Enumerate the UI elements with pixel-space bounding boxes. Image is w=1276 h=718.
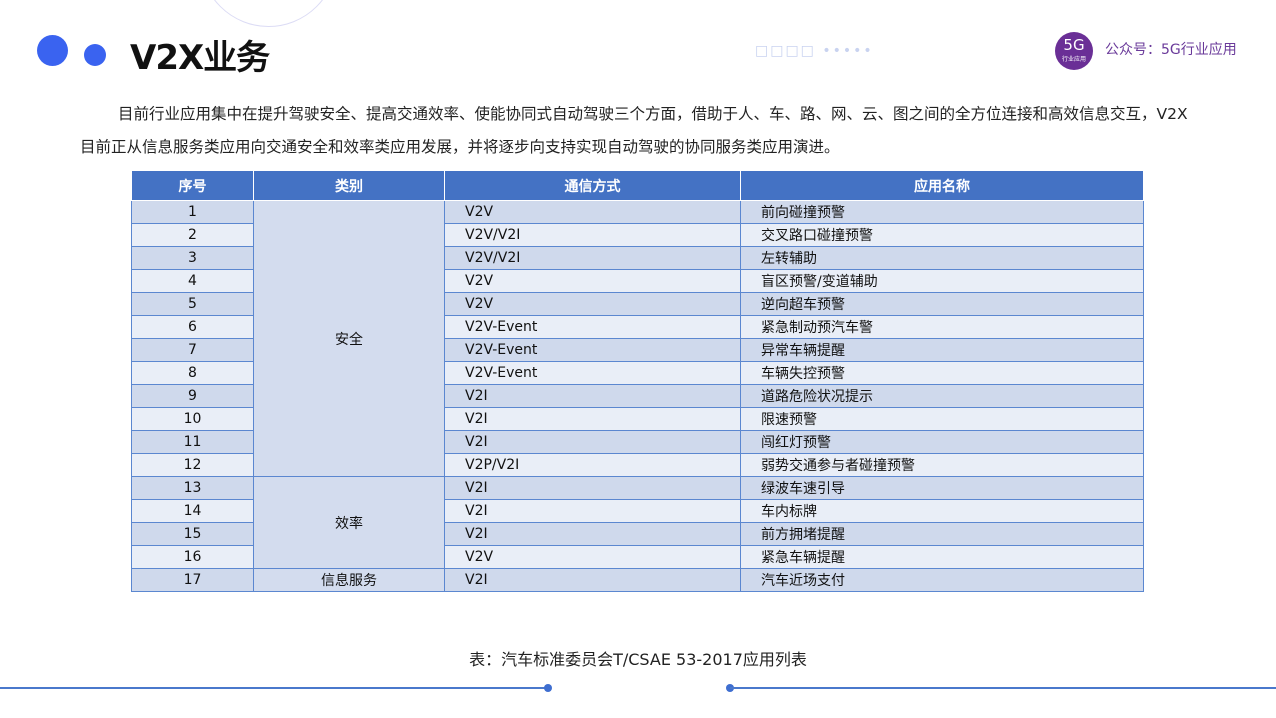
brand-logo: 5G 行业应用 [1055, 32, 1093, 70]
cell-comm: V2V/V2I [444, 246, 741, 270]
cell-no: 16 [131, 545, 254, 569]
cell-category: 信息服务 [253, 568, 445, 592]
footer-dot [544, 684, 552, 692]
table-row: 7 V2V-Event 异常车辆提醒 [131, 338, 1144, 362]
cell-no: 2 [131, 223, 254, 247]
table-row: 2 V2V/V2I 交叉路口碰撞预警 [131, 223, 1144, 247]
table-row: 1 安全 V2V 前向碰撞预警 [131, 200, 1144, 477]
cell-app: 左转辅助 [740, 246, 1144, 270]
cell-no: 14 [131, 499, 254, 523]
cell-comm: V2P/V2I [444, 453, 741, 477]
page-title: V2X业务 [130, 38, 270, 78]
cell-comm: V2V [444, 292, 741, 316]
header-category: 类别 [253, 170, 445, 201]
cell-no: 17 [131, 568, 254, 592]
cell-comm: V2I [444, 384, 741, 408]
cell-no: 1 [131, 200, 254, 224]
cell-app: 汽车近场支付 [740, 568, 1144, 592]
cell-app: 道路危险状况提示 [740, 384, 1144, 408]
cell-no: 10 [131, 407, 254, 431]
table-header-row: 序号 类别 通信方式 应用名称 [131, 170, 1144, 201]
application-table: 序号 类别 通信方式 应用名称 1 安全 V2V 前向碰撞预警 2 V2V/V2I 交叉路口… [131, 170, 1144, 592]
cell-category: 安全 [253, 200, 445, 477]
cell-app: 闯红灯预警 [740, 430, 1144, 454]
cell-comm: V2V [444, 200, 741, 224]
cell-app: 异常车辆提醒 [740, 338, 1144, 362]
cell-comm: V2V [444, 269, 741, 293]
header-app: 应用名称 [740, 170, 1144, 201]
cell-app: 绿波车速引导 [740, 476, 1144, 500]
table-row: 17 信息服务 V2I 汽车近场支付 [131, 568, 1144, 592]
cell-no: 9 [131, 384, 254, 408]
cell-comm: V2I [444, 407, 741, 431]
cell-category: 效率 [253, 476, 445, 569]
table-row: 15 V2I 前方拥堵提醒 [131, 522, 1144, 546]
brand-logo-subtext: 行业应用 [1061, 56, 1086, 63]
cell-no: 12 [131, 453, 254, 477]
cell-no: 15 [131, 522, 254, 546]
cell-no: 13 [131, 476, 254, 500]
cell-comm: V2V/V2I [444, 223, 741, 247]
footer-line-right [730, 687, 1276, 689]
cell-comm: V2I [444, 522, 741, 546]
cell-no: 8 [131, 361, 254, 385]
table-row: 4 V2V 盲区预警/变道辅助 [131, 269, 1144, 293]
header-comm: 通信方式 [444, 170, 741, 201]
table-caption: 表：汽车标准委员会T/CSAE 53-2017应用列表 [469, 650, 807, 669]
cell-app: 交叉路口碰撞预警 [740, 223, 1144, 247]
intro-paragraph: 目前行业应用集中在提升驾驶安全、提高交通效率、使能协同式自动驾驶三个方面，借助于… [80, 105, 1188, 156]
table-row: 5 V2V 逆向超车预警 [131, 292, 1144, 316]
cell-app: 弱势交通参与者碰撞预警 [740, 453, 1144, 477]
table-row: 12 V2P/V2I 弱势交通参与者碰撞预警 [131, 453, 1144, 477]
cell-app: 车辆失控预警 [740, 361, 1144, 385]
table-row: 10 V2I 限速预警 [131, 407, 1144, 431]
decorative-circle [200, 0, 337, 27]
decorative-pattern: □□□□ ••••• [755, 43, 874, 59]
table-row: 11 V2I 闯红灯预警 [131, 430, 1144, 454]
table-row: 13 效率 V2I 绿波车速引导 [131, 476, 1144, 569]
cell-no: 7 [131, 338, 254, 362]
title-bullet-icon [37, 35, 68, 66]
brand-logo-text: 5G [1063, 36, 1085, 54]
cell-comm: V2I [444, 499, 741, 523]
cell-app: 盲区预警/变道辅助 [740, 269, 1144, 293]
cell-no: 6 [131, 315, 254, 339]
cell-app: 前向碰撞预警 [740, 200, 1144, 224]
cell-comm: V2V-Event [444, 338, 741, 362]
cell-comm: V2I [444, 476, 741, 500]
cell-app: 紧急车辆提醒 [740, 545, 1144, 569]
cell-comm: V2V-Event [444, 361, 741, 385]
cell-comm: V2V-Event [444, 315, 741, 339]
cell-app: 紧急制动预汽车警 [740, 315, 1144, 339]
cell-comm: V2V [444, 545, 741, 569]
cell-comm: V2I [444, 568, 741, 592]
cell-no: 3 [131, 246, 254, 270]
cell-no: 11 [131, 430, 254, 454]
table-row: 8 V2V-Event 车辆失控预警 [131, 361, 1144, 385]
cell-app: 前方拥堵提醒 [740, 522, 1144, 546]
table-row: 9 V2I 道路危险状况提示 [131, 384, 1144, 408]
title-bullet-icon [84, 44, 106, 66]
table-row: 14 V2I 车内标牌 [131, 499, 1144, 523]
brand-label: 公众号：5G行业应用 [1105, 42, 1237, 58]
table-row: 16 V2V 紧急车辆提醒 [131, 545, 1144, 569]
cell-no: 4 [131, 269, 254, 293]
header-no: 序号 [131, 170, 254, 201]
footer-line-left [0, 687, 548, 689]
cell-no: 5 [131, 292, 254, 316]
cell-app: 车内标牌 [740, 499, 1144, 523]
cell-app: 限速预警 [740, 407, 1144, 431]
cell-comm: V2I [444, 430, 741, 454]
cell-app: 逆向超车预警 [740, 292, 1144, 316]
